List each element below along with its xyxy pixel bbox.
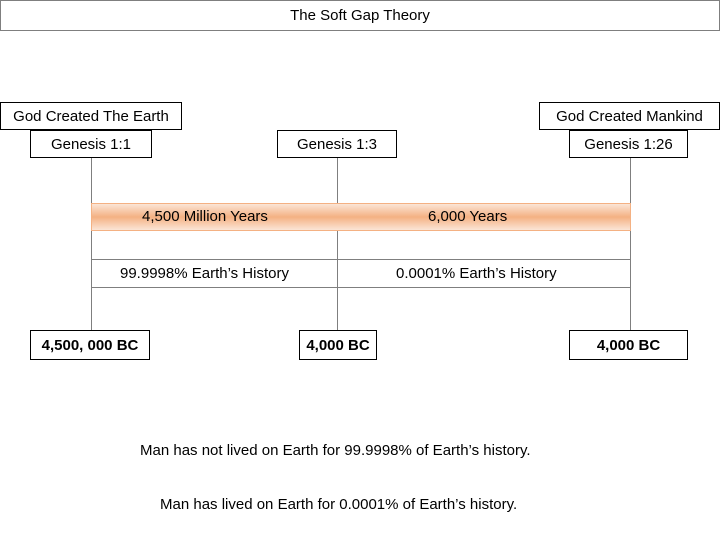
earth-creation-verse: Genesis 1:1 [30, 130, 152, 158]
middle-date-box: 4,000 BC [299, 330, 377, 360]
page-title: The Soft Gap Theory [0, 0, 720, 31]
note-line-2: Man has lived on Earth for 0.0001% of Ea… [160, 496, 518, 513]
right-percent-label: 0.0001% Earth’s History [396, 265, 557, 282]
earth-creation-heading: God Created The Earth [0, 102, 182, 130]
mankind-creation-heading: God Created Mankind [539, 102, 720, 130]
mankind-creation-verse: Genesis 1:26 [569, 130, 688, 158]
start-date-box: 4,500, 000 BC [30, 330, 150, 360]
left-percent-label: 99.9998% Earth’s History [120, 265, 289, 282]
timeline-right-line [630, 158, 631, 330]
timeline-grid-line-lower [91, 287, 631, 288]
timeline-middle-line [337, 158, 338, 330]
end-date-box: 4,000 BC [569, 330, 688, 360]
note-line-1: Man has not lived on Earth for 99.9998% … [140, 442, 531, 459]
timeline-bar [91, 203, 631, 231]
timeline-left-line [91, 158, 92, 330]
right-span-label: 6,000 Years [428, 208, 508, 225]
middle-verse: Genesis 1:3 [277, 130, 397, 158]
timeline-grid-line-upper [91, 259, 631, 260]
left-span-label: 4,500 Million Years [142, 208, 268, 225]
